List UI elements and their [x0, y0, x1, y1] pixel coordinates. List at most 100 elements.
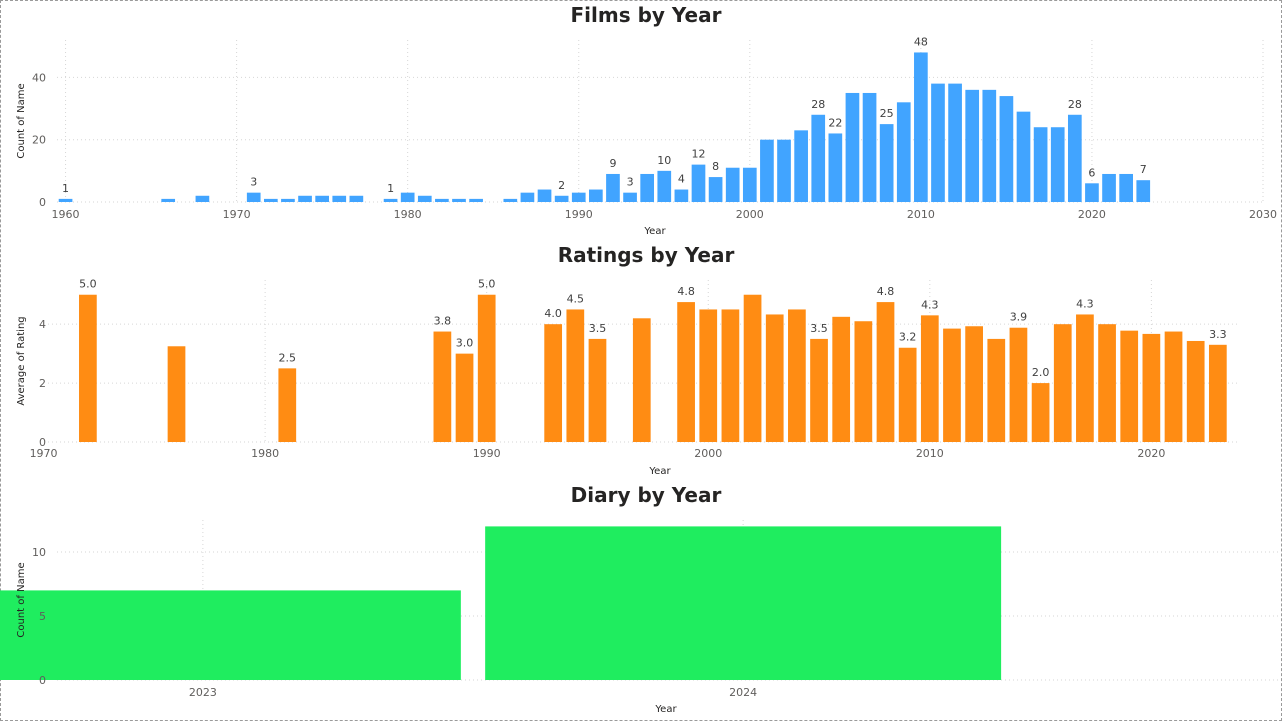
diary-y-tick-10: 10 [32, 546, 46, 559]
ratings-bar-2000[interactable] [699, 309, 717, 442]
films-bar-1973[interactable] [281, 199, 295, 202]
ratings-bar-2022[interactable] [1187, 341, 1205, 442]
films-bar-2008[interactable] [880, 124, 894, 202]
films-bar-1991[interactable] [589, 190, 603, 202]
films-bar-2002[interactable] [777, 140, 791, 202]
ratings-x-tick-1990: 1990 [473, 447, 501, 460]
ratings-bar-2011[interactable] [943, 329, 961, 442]
films-bar-1960[interactable] [59, 199, 73, 202]
films-bar-1988[interactable] [538, 190, 552, 202]
ratings-bar-1976[interactable] [168, 346, 186, 442]
films-bar-1972[interactable] [264, 199, 278, 202]
ratings-bar-2012[interactable] [965, 326, 983, 442]
films-bar-2000[interactable] [743, 168, 757, 202]
ratings-bar-2009[interactable] [899, 348, 917, 442]
films-bar-1986[interactable] [503, 199, 517, 202]
films-bar-2023[interactable] [1136, 180, 1150, 202]
films-bar-2012[interactable] [948, 84, 962, 202]
ratings-bar-2006[interactable] [832, 317, 850, 442]
films-bar-1992[interactable] [606, 174, 620, 202]
films-bar-1966[interactable] [161, 199, 175, 202]
ratings-bar-1999[interactable] [677, 302, 695, 442]
films-bar-1980[interactable] [401, 193, 415, 202]
films-bar-1995[interactable] [657, 171, 671, 202]
ratings-bar-2002[interactable] [744, 295, 762, 442]
ratings-data-label-1993: 4.0 [544, 307, 562, 320]
films-bar-1975[interactable] [315, 196, 329, 202]
ratings-bar-2021[interactable] [1165, 332, 1183, 442]
ratings-bar-1994[interactable] [566, 309, 584, 442]
films-bar-2014[interactable] [982, 90, 996, 202]
diary-bar-2024[interactable] [485, 526, 1001, 680]
ratings-bar-1995[interactable] [589, 339, 607, 442]
films-bar-2016[interactable] [1017, 112, 1031, 202]
films-bar-2017[interactable] [1034, 127, 1048, 202]
films-x-tick-1970: 1970 [223, 208, 251, 221]
films-bar-1974[interactable] [298, 196, 312, 202]
ratings-y-axis-title: Average of Rating [16, 316, 27, 405]
films-bar-2004[interactable] [811, 115, 825, 202]
ratings-bar-1972[interactable] [79, 295, 97, 442]
films-bar-1989[interactable] [555, 196, 569, 202]
films-bar-1994[interactable] [640, 174, 654, 202]
ratings-bar-2010[interactable] [921, 315, 939, 442]
films-bar-2019[interactable] [1068, 115, 1082, 202]
films-bar-1993[interactable] [623, 193, 637, 202]
films-bar-1982[interactable] [435, 199, 449, 202]
films-bar-1987[interactable] [521, 193, 535, 202]
films-bar-2011[interactable] [931, 84, 945, 202]
ratings-bar-2004[interactable] [788, 309, 806, 442]
films-bar-1997[interactable] [692, 165, 706, 202]
films-bar-1998[interactable] [709, 177, 723, 202]
films-bar-2009[interactable] [897, 102, 911, 202]
ratings-bar-2018[interactable] [1098, 324, 1116, 442]
films-data-label-2010: 48 [914, 35, 928, 48]
ratings-bar-2014[interactable] [1010, 328, 1028, 442]
films-bar-2015[interactable] [1000, 96, 1014, 202]
ratings-bar-2015[interactable] [1032, 383, 1050, 442]
films-bar-1999[interactable] [726, 168, 740, 202]
films-bar-1976[interactable] [332, 196, 346, 202]
films-bar-1984[interactable] [469, 199, 483, 202]
ratings-bar-2017[interactable] [1076, 314, 1094, 442]
films-bar-2021[interactable] [1102, 174, 1116, 202]
films-bar-2022[interactable] [1119, 174, 1133, 202]
ratings-bar-2001[interactable] [722, 309, 740, 442]
ratings-bar-1997[interactable] [633, 318, 651, 442]
ratings-bar-2013[interactable] [987, 339, 1005, 442]
ratings-bar-2023[interactable] [1209, 345, 1227, 442]
films-bar-1983[interactable] [452, 199, 466, 202]
films-bar-1979[interactable] [384, 199, 398, 202]
ratings-bar-1990[interactable] [478, 295, 496, 442]
films-bar-2018[interactable] [1051, 127, 1065, 202]
films-bar-1990[interactable] [572, 193, 586, 202]
films-bar-2007[interactable] [863, 93, 877, 202]
films-bar-1977[interactable] [350, 196, 364, 202]
ratings-x-tick-2020: 2020 [1137, 447, 1165, 460]
films-bar-1981[interactable] [418, 196, 432, 202]
ratings-bar-1981[interactable] [278, 368, 296, 442]
ratings-bar-2020[interactable] [1143, 334, 1161, 442]
ratings-bar-1989[interactable] [456, 354, 474, 442]
films-data-label-1979: 1 [387, 182, 394, 195]
diary-bar-2023[interactable] [0, 590, 461, 680]
ratings-bar-2007[interactable] [854, 321, 872, 442]
ratings-bar-2019[interactable] [1120, 331, 1138, 442]
ratings-bar-1993[interactable] [544, 324, 562, 442]
films-bar-2013[interactable] [965, 90, 979, 202]
films-bar-2003[interactable] [794, 130, 808, 202]
films-bar-1996[interactable] [675, 190, 689, 202]
films-bar-2001[interactable] [760, 140, 774, 202]
films-bar-1968[interactable] [196, 196, 210, 202]
ratings-bar-2005[interactable] [810, 339, 828, 442]
films-bar-2006[interactable] [846, 93, 860, 202]
ratings-bar-2008[interactable] [877, 302, 895, 442]
films-bar-2005[interactable] [828, 133, 842, 202]
films-bar-1971[interactable] [247, 193, 261, 202]
ratings-bar-1988[interactable] [434, 332, 452, 442]
ratings-bar-2003[interactable] [766, 314, 784, 442]
ratings-data-label-2015: 2.0 [1032, 366, 1050, 379]
films-bar-2010[interactable] [914, 52, 928, 202]
ratings-bar-2016[interactable] [1054, 324, 1072, 442]
films-bar-2020[interactable] [1085, 183, 1099, 202]
